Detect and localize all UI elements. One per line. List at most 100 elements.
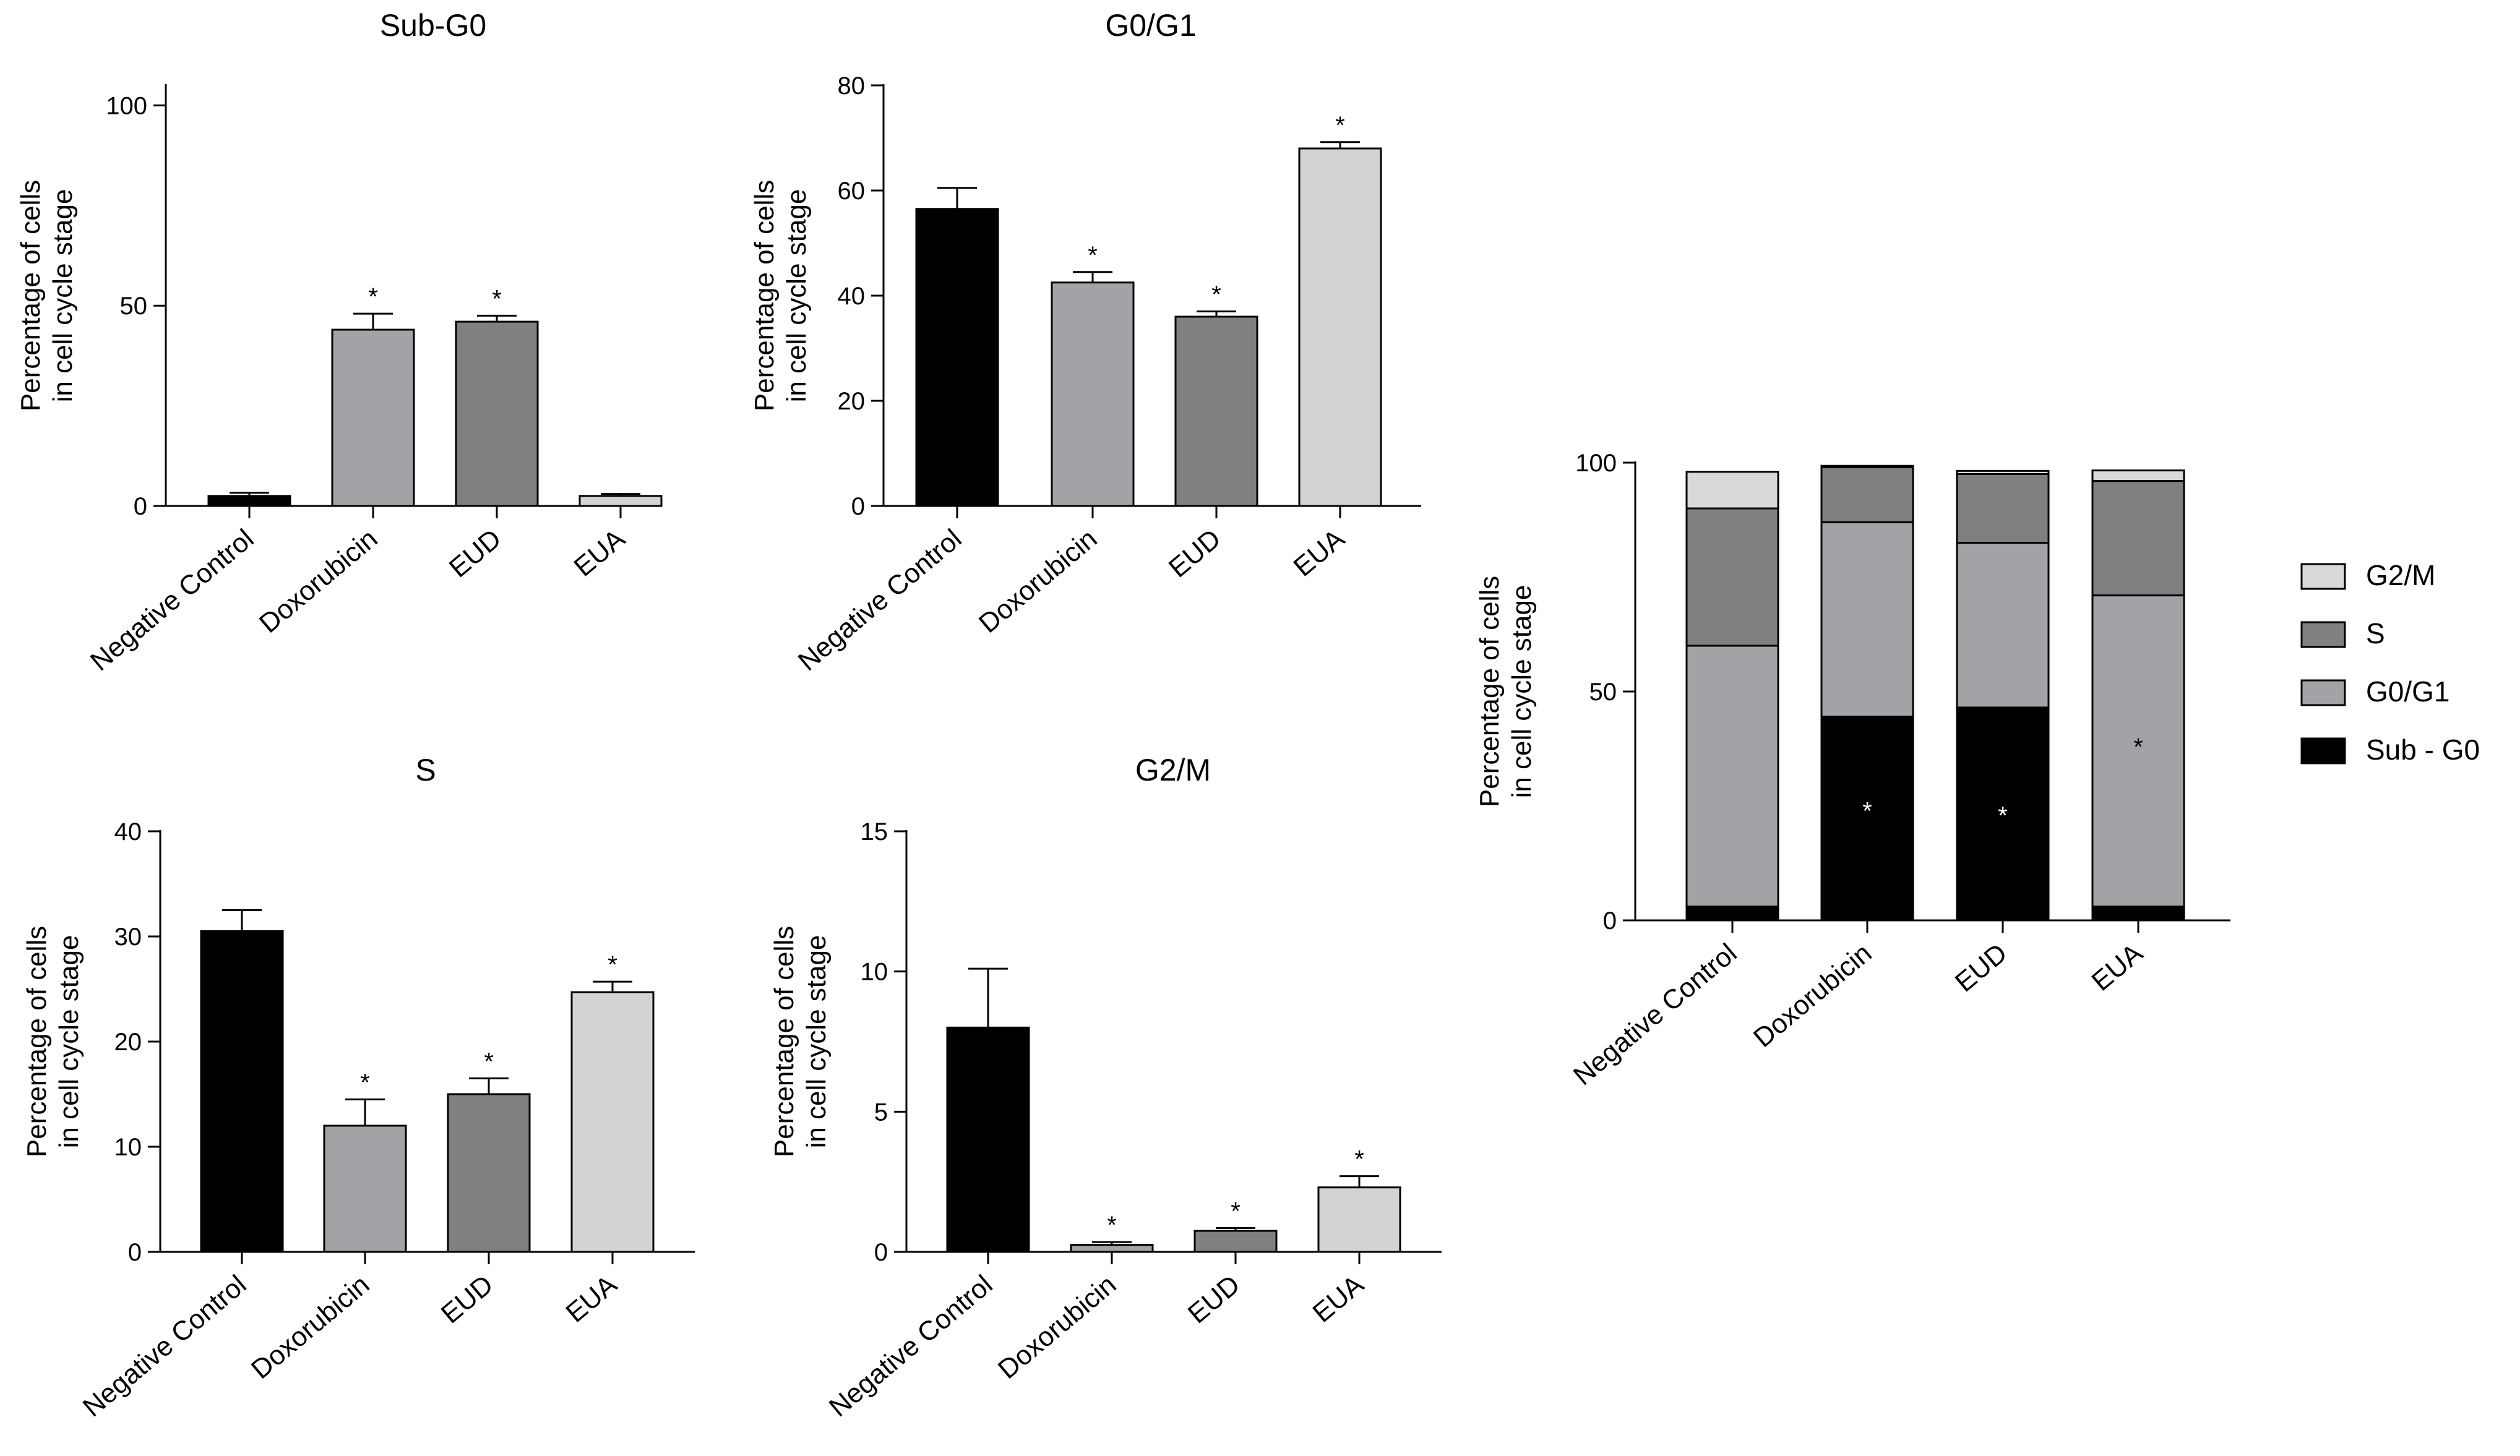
subg0-y-tick-label: 50 xyxy=(120,293,148,320)
g2m-y-label-line1: Percentage of cells xyxy=(769,926,799,1157)
stacked-legend-swatch xyxy=(2300,563,2346,590)
g2m-x-tick-label: Negative Control xyxy=(824,1269,999,1423)
g0g1-bar xyxy=(1051,281,1135,507)
stacked-segment xyxy=(1956,542,2050,709)
stacked-segment xyxy=(2091,906,2185,922)
g0g1-bar xyxy=(1174,315,1258,507)
stacked-legend-label: G2/M xyxy=(2366,559,2435,591)
s-y-label-line2: in cell cycle stage xyxy=(54,935,84,1149)
subg0-bar xyxy=(578,495,663,507)
stacked-legend-swatch xyxy=(2300,737,2346,764)
subg0-significance-label: * xyxy=(368,283,378,310)
g2m-y-tick-label: 0 xyxy=(874,1239,888,1266)
subg0-significance-label: * xyxy=(492,285,502,312)
subg0-y-tick-label: 100 xyxy=(106,92,147,119)
subg0-x-tick-label: Negative Control xyxy=(85,523,260,677)
s-bar xyxy=(323,1124,407,1253)
g0g1-bar xyxy=(1298,147,1382,507)
stacked-segment xyxy=(1685,507,1779,647)
subg0-x-tick-label: EUA xyxy=(569,523,631,583)
s-y-tick-label: 40 xyxy=(114,818,142,846)
g0g1-x-tick-label: Negative Control xyxy=(793,523,968,677)
g2m-bar xyxy=(1193,1230,1278,1253)
g2m-significance-label: * xyxy=(1354,1146,1364,1173)
s-title: S xyxy=(415,753,436,787)
s-y-tick-label: 10 xyxy=(114,1134,142,1161)
stacked-legend-label: G0/G1 xyxy=(2366,675,2450,708)
stacked-significance-label: * xyxy=(1998,802,2008,829)
subg0-y-label-line2: in cell cycle stage xyxy=(48,189,78,403)
g0g1-y-tick-label: 80 xyxy=(838,72,866,100)
stacked-legend-label: S xyxy=(2366,617,2385,649)
stacked-segment xyxy=(2091,480,2185,597)
g2m-title: G2/M xyxy=(1135,753,1211,787)
g0g1-bar xyxy=(915,208,999,507)
g0g1-x-tick-label: Doxorubicin xyxy=(973,523,1103,639)
g0g1-y-tick-label: 0 xyxy=(851,493,865,520)
stacked-segment xyxy=(1956,469,2050,476)
stacked-segment xyxy=(2091,594,2185,908)
s-y-tick-label: 30 xyxy=(114,923,142,951)
stacked-y-label-line2: in cell cycle stage xyxy=(1507,585,1537,799)
subg0-y-label-line1: Percentage of cells xyxy=(15,180,46,411)
s-y-tick-label: 0 xyxy=(128,1239,142,1266)
s-significance-label: * xyxy=(360,1069,370,1097)
chart-g0-g1: G0/G1 * * * 0 20 40 60 80 Percentage of cells in c… xyxy=(749,8,1421,677)
g2m-significance-label: * xyxy=(1231,1197,1241,1225)
g0g1-x-tick-label: EUD xyxy=(1163,523,1227,583)
stacked-y-tick-label: 50 xyxy=(1589,679,1617,706)
g0g1-title: G0/G1 xyxy=(1105,8,1196,43)
s-bar xyxy=(570,991,655,1253)
stacked-segment xyxy=(1685,644,1779,908)
g0g1-y-tick-label: 60 xyxy=(838,178,866,205)
stacked-segment xyxy=(1820,465,1914,468)
g0g1-y-label-line2: in cell cycle stage xyxy=(781,189,812,403)
g2m-bar xyxy=(946,1026,1030,1253)
g2m-y-tick-label: 15 xyxy=(861,818,888,846)
stacked-significance-label: * xyxy=(2133,734,2143,761)
stacked-x-tick-label: EUD xyxy=(1950,938,2013,998)
subg0-y-tick-label: 0 xyxy=(134,493,147,520)
g2m-significance-label: * xyxy=(1107,1212,1117,1239)
chart-stacked-summary: * * * 0 50 100 Percentage of cells in cell cycl… xyxy=(1474,450,2480,1091)
s-x-tick-label: Negative Control xyxy=(77,1269,252,1423)
s-significance-label: * xyxy=(484,1048,494,1076)
subg0-bar xyxy=(331,328,415,507)
g2m-x-tick-label: EUA xyxy=(1307,1269,1370,1329)
stacked-x-tick-label: Negative Control xyxy=(1568,938,1743,1091)
stacked-segment xyxy=(2091,469,2185,482)
stacked-x-tick-label: Doxorubicin xyxy=(1748,938,1877,1053)
g2m-y-label-line2: in cell cycle stage xyxy=(801,935,832,1149)
chart-g2-m: G2/M * * * 0 5 10 15 Percentage of cells in cell … xyxy=(769,753,1442,1423)
subg0-title: Sub-G0 xyxy=(380,8,486,43)
s-y-label-line1: Percentage of cells xyxy=(22,926,52,1157)
g2m-y-tick-label: 10 xyxy=(861,959,888,986)
g2m-bar xyxy=(1317,1186,1401,1253)
stacked-y-tick-label: 0 xyxy=(1603,907,1617,935)
s-x-tick-label: EUA xyxy=(561,1269,623,1329)
subg0-x-tick-label: EUD xyxy=(444,523,507,583)
g0g1-y-tick-label: 40 xyxy=(838,283,866,310)
stacked-legend-label: Sub - G0 xyxy=(2366,734,2480,766)
s-significance-label: * xyxy=(608,951,617,979)
stacked-legend-swatch xyxy=(2300,621,2346,648)
stacked-x-tick-label: EUA xyxy=(2086,938,2149,997)
g2m-bar xyxy=(1070,1244,1154,1253)
chart-s-phase: S * * * 0 10 20 30 40 Percentage of cells in cell … xyxy=(22,753,695,1423)
stacked-segment xyxy=(1820,521,1914,718)
g2m-x-tick-label: EUD xyxy=(1182,1269,1246,1329)
subg0-bar xyxy=(207,495,291,507)
s-bar xyxy=(200,930,284,1253)
stacked-legend-swatch xyxy=(2300,679,2346,706)
stacked-segment xyxy=(1685,471,1779,510)
g0g1-significance-label: * xyxy=(1335,112,1345,139)
g0g1-significance-label: * xyxy=(1211,281,1221,309)
stacked-y-tick-label: 100 xyxy=(1575,450,1617,477)
stacked-segment xyxy=(1956,706,2050,922)
g0g1-x-tick-label: EUA xyxy=(1288,523,1351,583)
g2m-y-tick-label: 5 xyxy=(874,1098,888,1126)
g0g1-significance-label: * xyxy=(1088,242,1098,269)
subg0-bar xyxy=(455,320,539,507)
chart-sub-g0: Sub-G0 * * 0 50 100 Percentage of cells in cell… xyxy=(15,8,663,677)
